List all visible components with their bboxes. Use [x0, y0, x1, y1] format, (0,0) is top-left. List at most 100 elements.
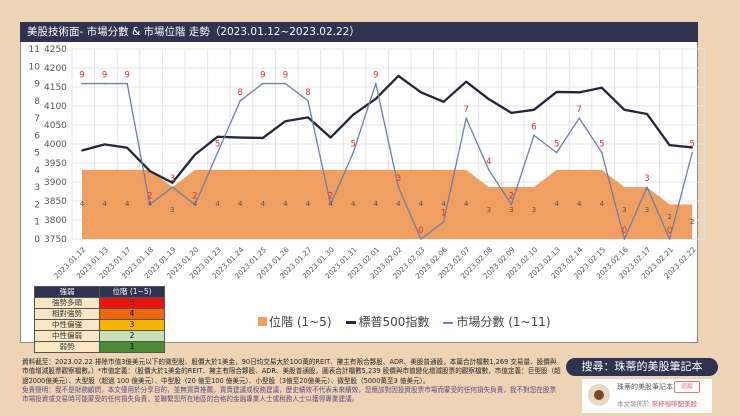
level-data-label: 4 [102, 200, 107, 208]
point-market-score [397, 186, 400, 188]
point-sp500 [668, 144, 671, 146]
level-data-label: 4 [351, 200, 356, 208]
disclaimer: 免責聲明：我不是財務顧問，本文僅用於分享目的，並無買賣推薦，買賣建議或稅務建議，… [22, 385, 557, 404]
right-axis-tick: 4250 [44, 45, 67, 55]
score-data-label: 5 [689, 140, 694, 150]
point-sp500 [81, 149, 83, 152]
score-data-label: 9 [79, 71, 84, 81]
level-data-label: 3 [509, 206, 513, 214]
point-market-score [691, 151, 693, 154]
level-data-label: 4 [125, 200, 130, 208]
point-market-score [194, 203, 196, 206]
legend-swatch-sp500 [345, 321, 356, 324]
left-axis-tick: 4 [34, 166, 40, 176]
point-market-score [329, 203, 332, 206]
legend-swatch-score [443, 321, 454, 324]
point-market-score [216, 151, 219, 154]
level-data-label: 3 [532, 206, 536, 214]
legend-item-score: 市場分數 (1~11) [443, 313, 551, 330]
point-sp500 [329, 136, 332, 139]
right-axis-tick: 4000 [44, 140, 67, 150]
left-axis-tick: 0 [34, 235, 40, 245]
line-market-score [82, 82, 693, 240]
point-market-score [555, 151, 558, 154]
level-data-label: 2 [667, 213, 671, 221]
score-data-label: 0 [418, 226, 423, 236]
point-sp500 [239, 136, 241, 139]
score-data-label: 8 [305, 88, 310, 98]
level-data-label: 2 [690, 218, 694, 226]
right-axis-tick: 3900 [44, 178, 67, 188]
point-market-score [488, 169, 490, 171]
score-data-label: 7 [576, 105, 581, 115]
point-market-score [442, 220, 445, 223]
level-value: 1 [99, 341, 165, 353]
point-sp500 [262, 137, 264, 139]
right-axis-tick: 4150 [44, 83, 67, 93]
point-sp500 [352, 113, 355, 116]
follow-button[interactable]: 追蹤 [674, 381, 700, 393]
point-market-score [375, 82, 377, 85]
author-name[interactable]: 珠蒂的美股筆記本 [617, 383, 673, 391]
point-sp500 [623, 109, 626, 111]
score-data-label: 3 [644, 174, 649, 184]
point-sp500 [488, 98, 490, 100]
point-market-score [171, 186, 174, 188]
score-data-label: 1 [441, 209, 446, 219]
score-data-label: 5 [215, 140, 220, 150]
point-sp500 [307, 116, 309, 119]
right-axis-tick: 4050 [44, 121, 67, 131]
left-axis-tick: 11 [29, 45, 40, 55]
table-header: 強弱 [34, 286, 100, 298]
point-sp500 [646, 113, 648, 115]
published-prefix: 本文發佈於 [617, 400, 650, 408]
publication-link[interactable]: 來杯咖啡配美股 [651, 400, 698, 408]
point-sp500 [397, 75, 400, 77]
level-data-label: 4 [215, 200, 220, 208]
level-data-label: 4 [396, 200, 401, 208]
legend-label: 市場分數 (1~11) [456, 315, 551, 329]
level-data-label: 4 [600, 200, 605, 208]
point-market-score [149, 203, 151, 206]
score-data-label: 4 [486, 157, 491, 167]
published-info: 本文發佈於 來杯咖啡配美股 [617, 398, 697, 408]
left-axis-tick: 1 [34, 218, 40, 228]
point-market-score [103, 82, 106, 85]
point-sp500 [103, 143, 106, 146]
level-data-label: 4 [80, 200, 85, 208]
level-data-label: 4 [464, 200, 469, 208]
level-data-label: 4 [238, 200, 243, 208]
score-data-label: 0 [667, 226, 672, 236]
area-position-level [82, 169, 693, 239]
point-market-score [307, 100, 309, 102]
right-axis-tick: 3850 [44, 197, 67, 207]
level-data-label: 3 [622, 206, 626, 214]
point-market-score [465, 117, 468, 119]
point-sp500 [375, 97, 377, 100]
level-data-label: 3 [487, 206, 491, 214]
level-data-label: 4 [261, 200, 266, 208]
score-data-label: 5 [599, 140, 604, 150]
table-header: 位階 (1~5) [99, 286, 165, 298]
score-data-label: 6 [531, 122, 536, 132]
point-market-score [262, 82, 264, 85]
point-market-score [533, 134, 535, 137]
level-value: 2 [99, 330, 165, 342]
left-axis-tick: 8 [34, 97, 40, 107]
point-sp500 [216, 135, 219, 138]
left-axis-tick: 2 [34, 200, 40, 210]
level-data-label: 4 [577, 200, 582, 208]
level-label: 中性偏弱 [34, 330, 100, 342]
legend-item-sp500: 標普500指數 [345, 313, 429, 330]
score-data-label: 9 [102, 71, 107, 81]
score-data-label: 2 [147, 191, 152, 201]
left-axis-tick: 9 [34, 80, 40, 90]
search-banner: 搜尋：珠蒂的美股筆記本 [566, 358, 718, 376]
footnote: 資料截至：2023.02.22 排除市值3億美元以下的微型股、股價大於1美金，9… [22, 358, 561, 385]
right-axis-tick: 3950 [44, 159, 67, 169]
author-card[interactable]: 珠蒂的美股筆記本 追蹤 本文發佈於 來杯咖啡配美股 [582, 379, 712, 413]
point-sp500 [126, 147, 128, 149]
left-axis-tick: 6 [34, 131, 40, 141]
score-data-label: 3 [170, 174, 175, 184]
level-data-label: 4 [283, 200, 288, 208]
